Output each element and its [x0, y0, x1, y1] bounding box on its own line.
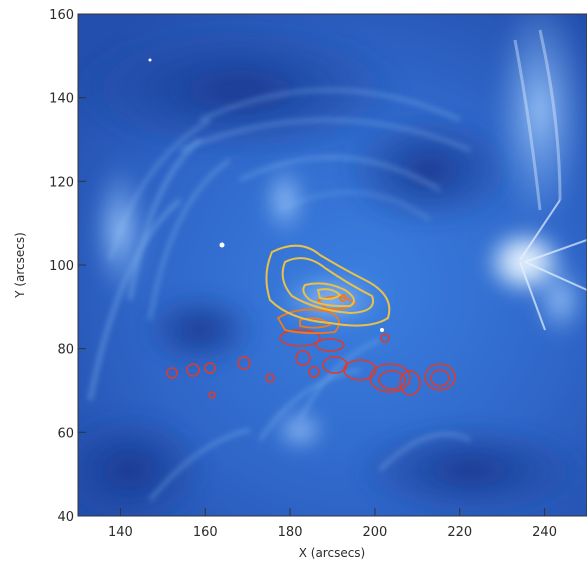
y-tick-label: 120	[49, 175, 74, 190]
y-axis-ticks: 40 60 80 100 120 140 160	[49, 8, 86, 525]
y-tick-label: 80	[57, 343, 74, 358]
dark-regions	[78, 20, 587, 516]
y-tick-label: 60	[57, 426, 74, 441]
orange-contours	[276, 294, 357, 335]
x-tick-label: 180	[278, 525, 303, 540]
bright-active-region	[90, 14, 587, 455]
x-axis-title: X (arcsecs)	[299, 546, 366, 560]
red-contours	[166, 329, 456, 399]
y-tick-label: 40	[57, 510, 74, 525]
yellow-contours	[265, 244, 391, 327]
x-tick-label: 140	[108, 525, 133, 540]
plot-area	[78, 14, 587, 516]
x-tick-label: 220	[447, 525, 472, 540]
x-tick-label: 200	[363, 525, 388, 540]
y-tick-label: 140	[49, 92, 74, 107]
x-axis-ticks: 140 160 180 200 220 240	[108, 508, 557, 540]
x-tick-label: 240	[532, 525, 557, 540]
y-tick-label: 100	[49, 259, 74, 274]
y-tick-label: 160	[49, 8, 74, 23]
bright-rays	[513, 29, 587, 331]
x-tick-label: 160	[193, 525, 218, 540]
y-axis-title: Y (arcsecs)	[13, 232, 27, 299]
